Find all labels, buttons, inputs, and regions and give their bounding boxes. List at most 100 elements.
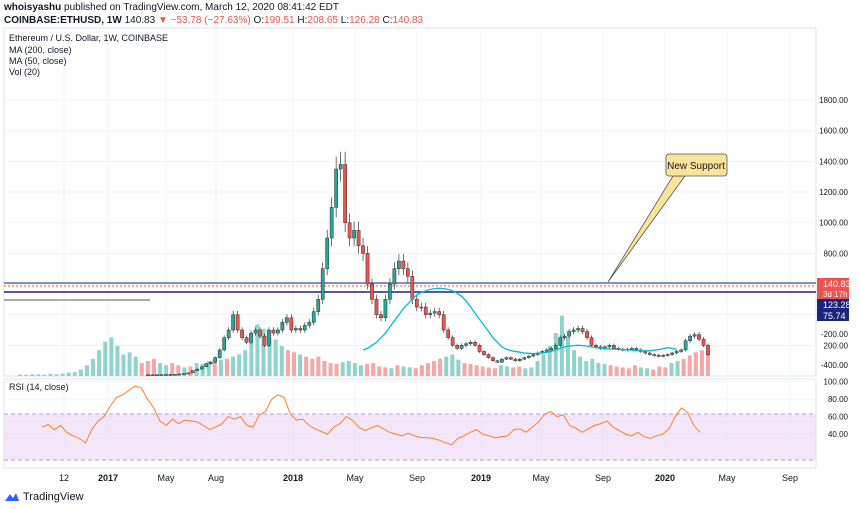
volume-bar [450,354,455,376]
candle-body [580,328,585,332]
candle-body [652,354,657,356]
candle-body [271,329,276,334]
volume-bar [401,366,406,376]
volume-bar [291,352,296,376]
callout[interactable]: New Support [607,153,728,283]
candle-body [688,335,692,341]
volume-bar [340,362,345,376]
time-tick-label: Aug [208,473,224,483]
volume-bar [78,369,83,376]
volume-bar [139,363,144,376]
volume-bar [346,360,351,376]
candle-body [629,348,634,350]
candle-body [612,345,616,349]
volume-bar [462,363,467,376]
time-axis[interactable]: 12 2017 May Aug 2018 May Sep 2019 May Sep 2020 May S… [59,473,798,483]
candle-body [634,348,639,351]
ohlc-open-value: 199.51 [264,15,295,26]
candle-body [392,268,397,285]
candle-body [410,276,415,300]
rsi-axis[interactable]: 100.00 80.00 60.00 40.00 [824,378,849,439]
volume-bar [578,356,583,376]
volume-bars [18,315,710,376]
candle-body [235,314,240,331]
price-tags: 140.83 3d 17h 123.28 75.74 [817,278,851,321]
candle-body [679,349,683,352]
candle-body [361,245,365,254]
volume-bar [590,358,595,376]
candle-body [571,329,576,332]
candle-body [347,222,352,239]
volume-bar [693,352,698,376]
volume-bar [310,358,315,376]
candlesticks [4,151,710,377]
volume-bar [273,339,278,376]
volume-bar [328,363,333,376]
volume-bar [285,350,290,376]
candle-body [643,351,648,354]
candle-body [509,357,513,360]
candle-body [517,358,522,361]
tradingview-logo-icon[interactable] [4,491,20,503]
volume-bar [72,372,77,376]
candle-body [562,335,567,338]
volume-bar [474,365,479,376]
candle-body [249,332,253,343]
candle-body [647,352,652,355]
candle-body [298,328,303,331]
candle-body [325,237,330,269]
volume-bar [438,358,443,376]
volume-bar [511,367,516,376]
candle-body [316,299,321,312]
candle-body [159,374,164,376]
candle-body [177,373,182,376]
main-pane[interactable] [3,27,817,377]
candle-body [240,329,244,338]
volume-bar [237,354,242,376]
ma50-tag [817,310,849,321]
volume-bar [517,366,522,376]
ma200-tag [817,299,849,310]
brand-name[interactable]: TradingView [23,491,84,503]
volume-bar [133,356,138,376]
candle-body [437,311,442,315]
candle-body [213,357,218,363]
volume-bar [225,358,230,376]
candle-body [320,268,325,300]
time-tick-label: 2020 [655,473,675,483]
candle-body [455,345,459,349]
volume-bar [170,363,175,376]
candle-body [334,168,339,208]
candle-body [531,354,536,357]
volume-bar [377,366,382,376]
price-axis[interactable]: 1800.00 1600.00 1400.00 1200.00 1000.00 800.0… [819,96,848,370]
volume-bar [188,366,193,376]
volume-bar [553,333,558,376]
grid-lines [4,28,816,468]
publish-info: whoisyashu published on TradingView.com,… [4,2,339,13]
candle-body [258,329,262,337]
chart-legend: Ethereum / U.S. Dollar, 1W, COINBASE MA … [9,33,168,392]
candle-body [253,329,258,334]
callout-text: New Support [667,161,725,172]
candle-body [441,314,446,331]
candle-body [553,345,558,349]
candle-body [262,335,267,346]
candle-body [289,317,294,331]
candle-body [370,283,374,300]
candle-body [365,253,370,285]
volume-bar [645,368,650,376]
volume-bar [596,363,601,376]
candle-body [656,355,661,357]
candle-body [522,357,527,360]
legend-ma200: MA (200, close) [9,45,72,55]
candle-body [697,334,701,340]
volume-bar [626,368,631,376]
candle-body [356,230,361,246]
volume-bar [547,345,552,376]
volume-bar [267,337,272,376]
volume-bar [358,365,363,376]
ma50-line [362,287,677,355]
author-name[interactable]: whoisyashu [4,2,62,13]
